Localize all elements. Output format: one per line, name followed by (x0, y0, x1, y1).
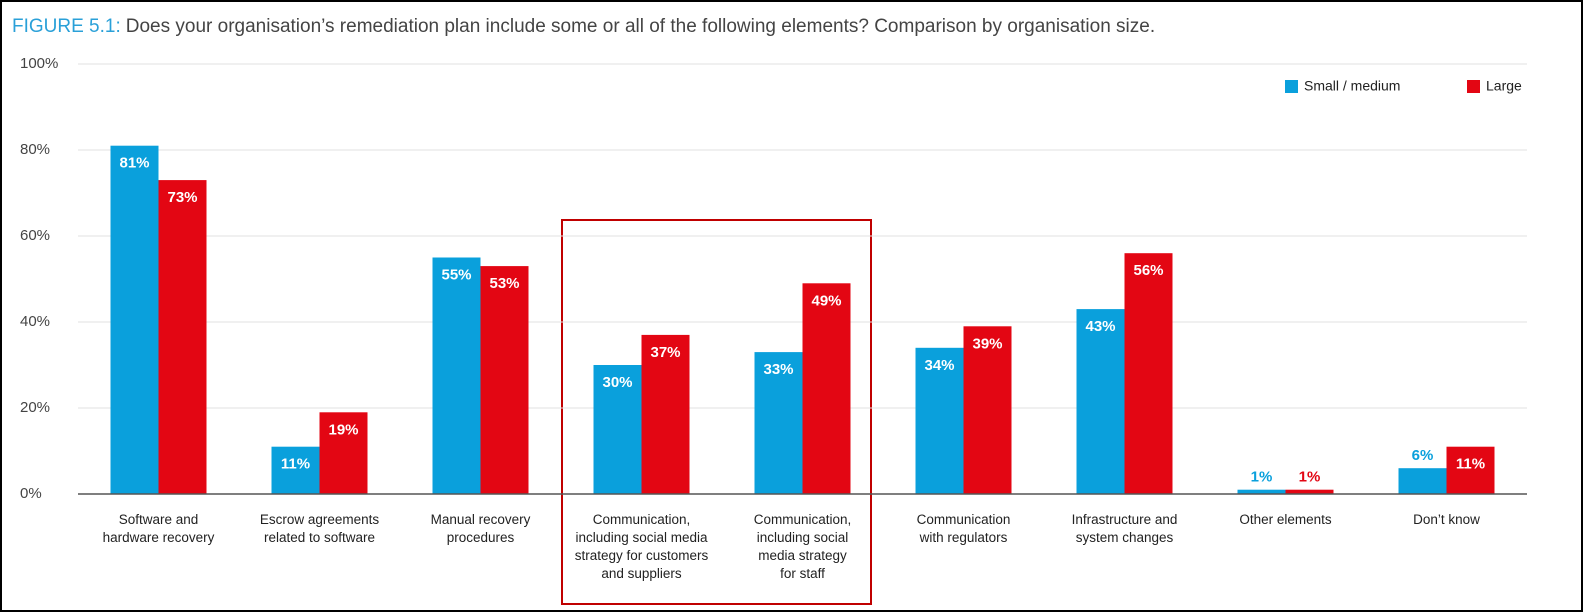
y-tick-label: 80% (20, 141, 50, 158)
value-label: 81% (119, 155, 149, 172)
bar (593, 365, 642, 494)
bar (110, 145, 159, 494)
bar (432, 257, 481, 494)
x-tick-line: Escrow agreements (260, 512, 380, 527)
bar (1285, 489, 1334, 494)
x-tick-line: including social media (575, 530, 708, 545)
highlight-box (561, 219, 872, 605)
x-tick-line: including social (757, 530, 849, 545)
x-tick-line: Software and (119, 512, 199, 527)
x-tick-line: Other elements (1239, 512, 1332, 527)
x-tick-line: Communication (917, 512, 1011, 527)
x-tick-label: Don’t know (1413, 512, 1480, 527)
x-tick-line: for staff (780, 566, 825, 581)
bar (641, 334, 690, 494)
value-label: 73% (167, 189, 197, 206)
legend-label: Large (1486, 78, 1522, 94)
bar (1124, 253, 1173, 494)
value-label: 1% (1251, 469, 1273, 486)
value-label: 37% (650, 344, 680, 361)
bar (802, 283, 851, 494)
value-label: 34% (924, 357, 954, 374)
y-tick-label: 60% (20, 227, 50, 244)
value-label: 1% (1299, 469, 1321, 486)
x-tick-label: Communication, including social media stra… (575, 512, 709, 581)
value-label: 11% (1456, 456, 1485, 473)
value-label: 56% (1133, 262, 1163, 279)
x-tick-line: strategy for customers (575, 548, 709, 563)
x-tick-line: Don’t know (1413, 512, 1480, 527)
title-text: Does your organisation’s remediation pla… (126, 16, 1155, 37)
y-tick-label: 40% (20, 313, 50, 330)
x-tick-label: Software and hardware recovery (103, 512, 215, 545)
value-label: 55% (441, 266, 471, 283)
x-tick-line: and suppliers (601, 566, 682, 581)
x-tick-line: Manual recovery (431, 512, 531, 527)
x-tick-label: Other elements (1239, 512, 1332, 527)
x-tick-line: with regulators (919, 530, 1008, 545)
x-tick-label: Infrastructure and system changes (1072, 512, 1178, 545)
legend-label: Small / medium (1304, 78, 1400, 94)
x-tick-line: hardware recovery (103, 530, 215, 545)
bar (480, 266, 529, 494)
x-tick-line: related to software (264, 530, 375, 545)
value-label: 30% (602, 374, 632, 391)
x-tick-label: Communication, including social media stra… (754, 512, 852, 581)
value-label: 33% (763, 361, 793, 378)
chart-title: FIGURE 5.1: Does your organisation’s reme… (12, 16, 1155, 37)
value-label: 11% (281, 456, 310, 473)
bar (1446, 446, 1495, 494)
figure-label: FIGURE 5.1: (12, 16, 121, 37)
y-tick-label: 100% (20, 55, 58, 72)
bar (915, 347, 964, 494)
value-label: 6% (1412, 447, 1434, 464)
value-label: 19% (328, 421, 358, 438)
x-tick-line: Infrastructure and (1072, 512, 1178, 527)
value-label: 43% (1085, 318, 1115, 335)
bar (1237, 489, 1286, 494)
x-tick-line: Communication, (593, 512, 691, 527)
bar (963, 326, 1012, 494)
x-tick-line: system changes (1076, 530, 1174, 545)
x-tick-line: procedures (447, 530, 515, 545)
legend-swatch (1285, 80, 1298, 93)
value-label: 39% (972, 335, 1002, 352)
bar (1398, 468, 1447, 494)
x-tick-label: Manual recovery procedures (431, 512, 531, 545)
x-tick-label: Communication with regulators (917, 512, 1011, 545)
y-tick-label: 0% (20, 485, 42, 502)
value-label: 49% (811, 292, 841, 309)
bar (158, 180, 207, 494)
bar (1076, 309, 1125, 494)
bar (271, 446, 320, 494)
x-tick-line: Communication, (754, 512, 852, 527)
bar (754, 352, 803, 494)
x-tick-label: Escrow agreements related to software (260, 512, 380, 545)
value-label: 53% (489, 275, 519, 292)
legend-swatch (1467, 80, 1480, 93)
x-tick-line: media strategy (758, 548, 847, 563)
y-tick-label: 20% (20, 399, 50, 416)
bar (319, 412, 368, 494)
